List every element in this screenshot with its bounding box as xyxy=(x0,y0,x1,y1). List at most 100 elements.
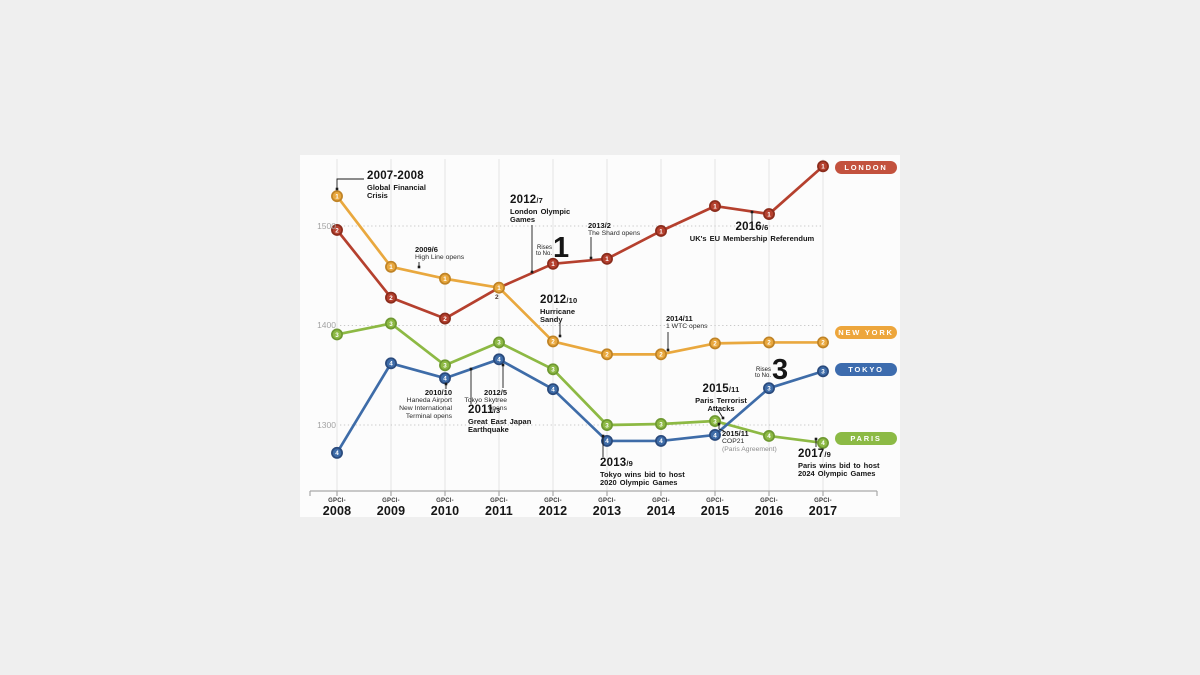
marker-london-2015 xyxy=(709,200,721,213)
series-line-new-york xyxy=(335,194,825,356)
annotation-title: 2015/11 xyxy=(702,383,740,395)
annotation-line: UK's EU Membership Referendum xyxy=(689,234,815,243)
annotation-line: (Paris Agreement) xyxy=(722,446,777,453)
marker-rank-paris-2012: 3 xyxy=(551,367,555,374)
marker-paris-2015 xyxy=(709,415,721,427)
marker-paris-2009 xyxy=(385,317,397,330)
annotation-line: Games xyxy=(510,215,536,224)
y-tick-1500: 1500 xyxy=(317,220,336,231)
x-tick-year: 2012 xyxy=(538,504,568,518)
annotation-line: Global Financial xyxy=(367,183,426,192)
marker-rank-tokyo-2017: 3 xyxy=(821,369,825,376)
marker-rank-tokyo-2011: 4 xyxy=(497,357,501,364)
y-tick-1400: 1400 xyxy=(317,320,336,330)
marker-rank-london-2010: 2 xyxy=(443,316,447,323)
annotation-line: COP21 xyxy=(722,438,745,445)
x-tick-year: 2008 xyxy=(322,504,352,518)
x-tick-year: 2016 xyxy=(754,504,784,518)
label-rank-2-sublabel-2011: 2 xyxy=(495,294,499,301)
annotation-title-suffix: /11 xyxy=(728,385,740,394)
legend-london: LONDON xyxy=(835,160,897,174)
annotation-title: 2010/10 xyxy=(424,388,452,397)
marker-rank-new-york-2014: 2 xyxy=(659,352,663,359)
annotation-line: Tokyo Skytree xyxy=(464,397,507,404)
marker-london-2016 xyxy=(763,208,775,221)
connector-dot-global-financial-crisis xyxy=(335,187,339,191)
x-tick-2017: GPCI- 2017 xyxy=(801,498,845,517)
marker-tokyo-2013 xyxy=(601,434,613,447)
annotation-line: 1 WTC opens xyxy=(666,323,708,330)
marker-rank-tokyo-2008: 4 xyxy=(335,450,339,457)
marker-tokyo-2012 xyxy=(547,383,559,396)
legend-tokyo: TOKYO xyxy=(835,362,897,376)
annotation-title: 2009/6 xyxy=(415,245,438,254)
marker-new-york-2012 xyxy=(547,335,559,348)
annotation-high-line-opens: 2009/6 High Line opens xyxy=(415,246,464,262)
annotation-line: 2024 Olympic Games xyxy=(798,469,876,478)
annotation-title: 2012/7 xyxy=(510,194,544,206)
marker-rank-paris-2014: 3 xyxy=(659,421,663,428)
marker-rank-london-2008: 2 xyxy=(335,227,339,234)
legend-new-york: NEW YORK xyxy=(835,325,897,339)
x-tick-prefix: GPCI- xyxy=(544,498,562,504)
annotation-tokyo-2020-bid: 2013/9 Tokyo wins bid to host 2020 Olympic… xyxy=(600,457,685,487)
marker-new-york-2015 xyxy=(709,337,721,350)
annotation-line: Paris wins bid to host xyxy=(798,461,880,470)
marker-paris-2010 xyxy=(439,359,451,372)
connector-dot-shard-opens xyxy=(589,256,593,260)
annotation-title-suffix: /9 xyxy=(824,450,832,459)
annotation-title-suffix: /9 xyxy=(626,459,634,468)
marker-new-york-2008 xyxy=(331,190,343,203)
x-tick-prefix: GPCI- xyxy=(652,498,670,504)
connector-dot-high-line-opens xyxy=(417,265,421,269)
annotation-title: 2012/10 xyxy=(540,294,578,306)
marker-rank-new-york-2011: 1 xyxy=(497,285,501,292)
x-tick-year: 2015 xyxy=(700,504,730,518)
marker-new-york-2010 xyxy=(439,272,451,285)
annotation-title: 2012/5 xyxy=(484,388,507,397)
annotation-title-suffix: /7 xyxy=(536,196,544,205)
connector-dot-london-olympic-games xyxy=(530,270,534,274)
marker-new-york-2013 xyxy=(601,348,613,361)
x-tick-2014: GPCI- 2014 xyxy=(639,498,683,517)
marker-rank-paris-2010: 3 xyxy=(443,363,447,370)
annotation-paris-2024-bid: 2017/9 Paris wins bid to host 2024 Olympic… xyxy=(798,448,880,478)
marker-tokyo-2016 xyxy=(763,382,775,395)
connector-dot-paris-2024-bid xyxy=(814,437,818,441)
marker-tokyo-2017 xyxy=(817,365,829,378)
annotation-title: 2017/9 xyxy=(798,448,832,460)
x-tick-prefix: GPCI- xyxy=(328,498,346,504)
marker-rank-tokyo-2012: 4 xyxy=(551,386,555,393)
connector-dot-cop21 xyxy=(717,422,721,426)
callout-label: Rises to No. xyxy=(536,245,553,257)
marker-london-2012 xyxy=(547,257,559,270)
marker-rank-paris-2017: 4 xyxy=(821,440,825,447)
callout-numeral: 1 xyxy=(553,232,569,264)
connector-paris-terrorist-attacks xyxy=(717,409,724,419)
annotation-cop21: 2015/11 COP21 (Paris Agreement) xyxy=(722,430,777,454)
marker-rank-paris-2016: 4 xyxy=(767,433,771,440)
marker-rank-london-2015: 1 xyxy=(713,203,717,210)
marker-new-york-2017 xyxy=(817,336,829,349)
marker-rank-london-2009: 2 xyxy=(389,295,393,302)
annotation-line: Great East Japan xyxy=(468,417,532,426)
marker-rank-paris-2009: 3 xyxy=(389,321,393,328)
connector-dot-hurricane-sandy xyxy=(558,334,562,338)
marker-paris-2017 xyxy=(817,436,829,449)
marker-rank-tokyo-2016: 3 xyxy=(767,385,771,392)
marker-london-2010 xyxy=(439,312,451,325)
annotation-title: 2014/11 xyxy=(666,314,693,323)
annotation-line: opens xyxy=(488,405,507,412)
series-line-paris xyxy=(335,322,825,445)
x-tick-year: 2017 xyxy=(808,504,838,518)
annotation-title-suffix: /6 xyxy=(761,223,769,232)
x-tick-year: 2011 xyxy=(485,504,513,518)
annotation-title: 2011/3 xyxy=(468,404,501,416)
x-tick-prefix: GPCI- xyxy=(706,498,724,504)
marker-rank-london-2014: 1 xyxy=(659,228,663,235)
annotation-title: 2013/9 xyxy=(600,457,634,469)
annotation-line: Sandy xyxy=(540,315,563,324)
x-tick-2011: GPCI- 2011 xyxy=(477,498,521,517)
